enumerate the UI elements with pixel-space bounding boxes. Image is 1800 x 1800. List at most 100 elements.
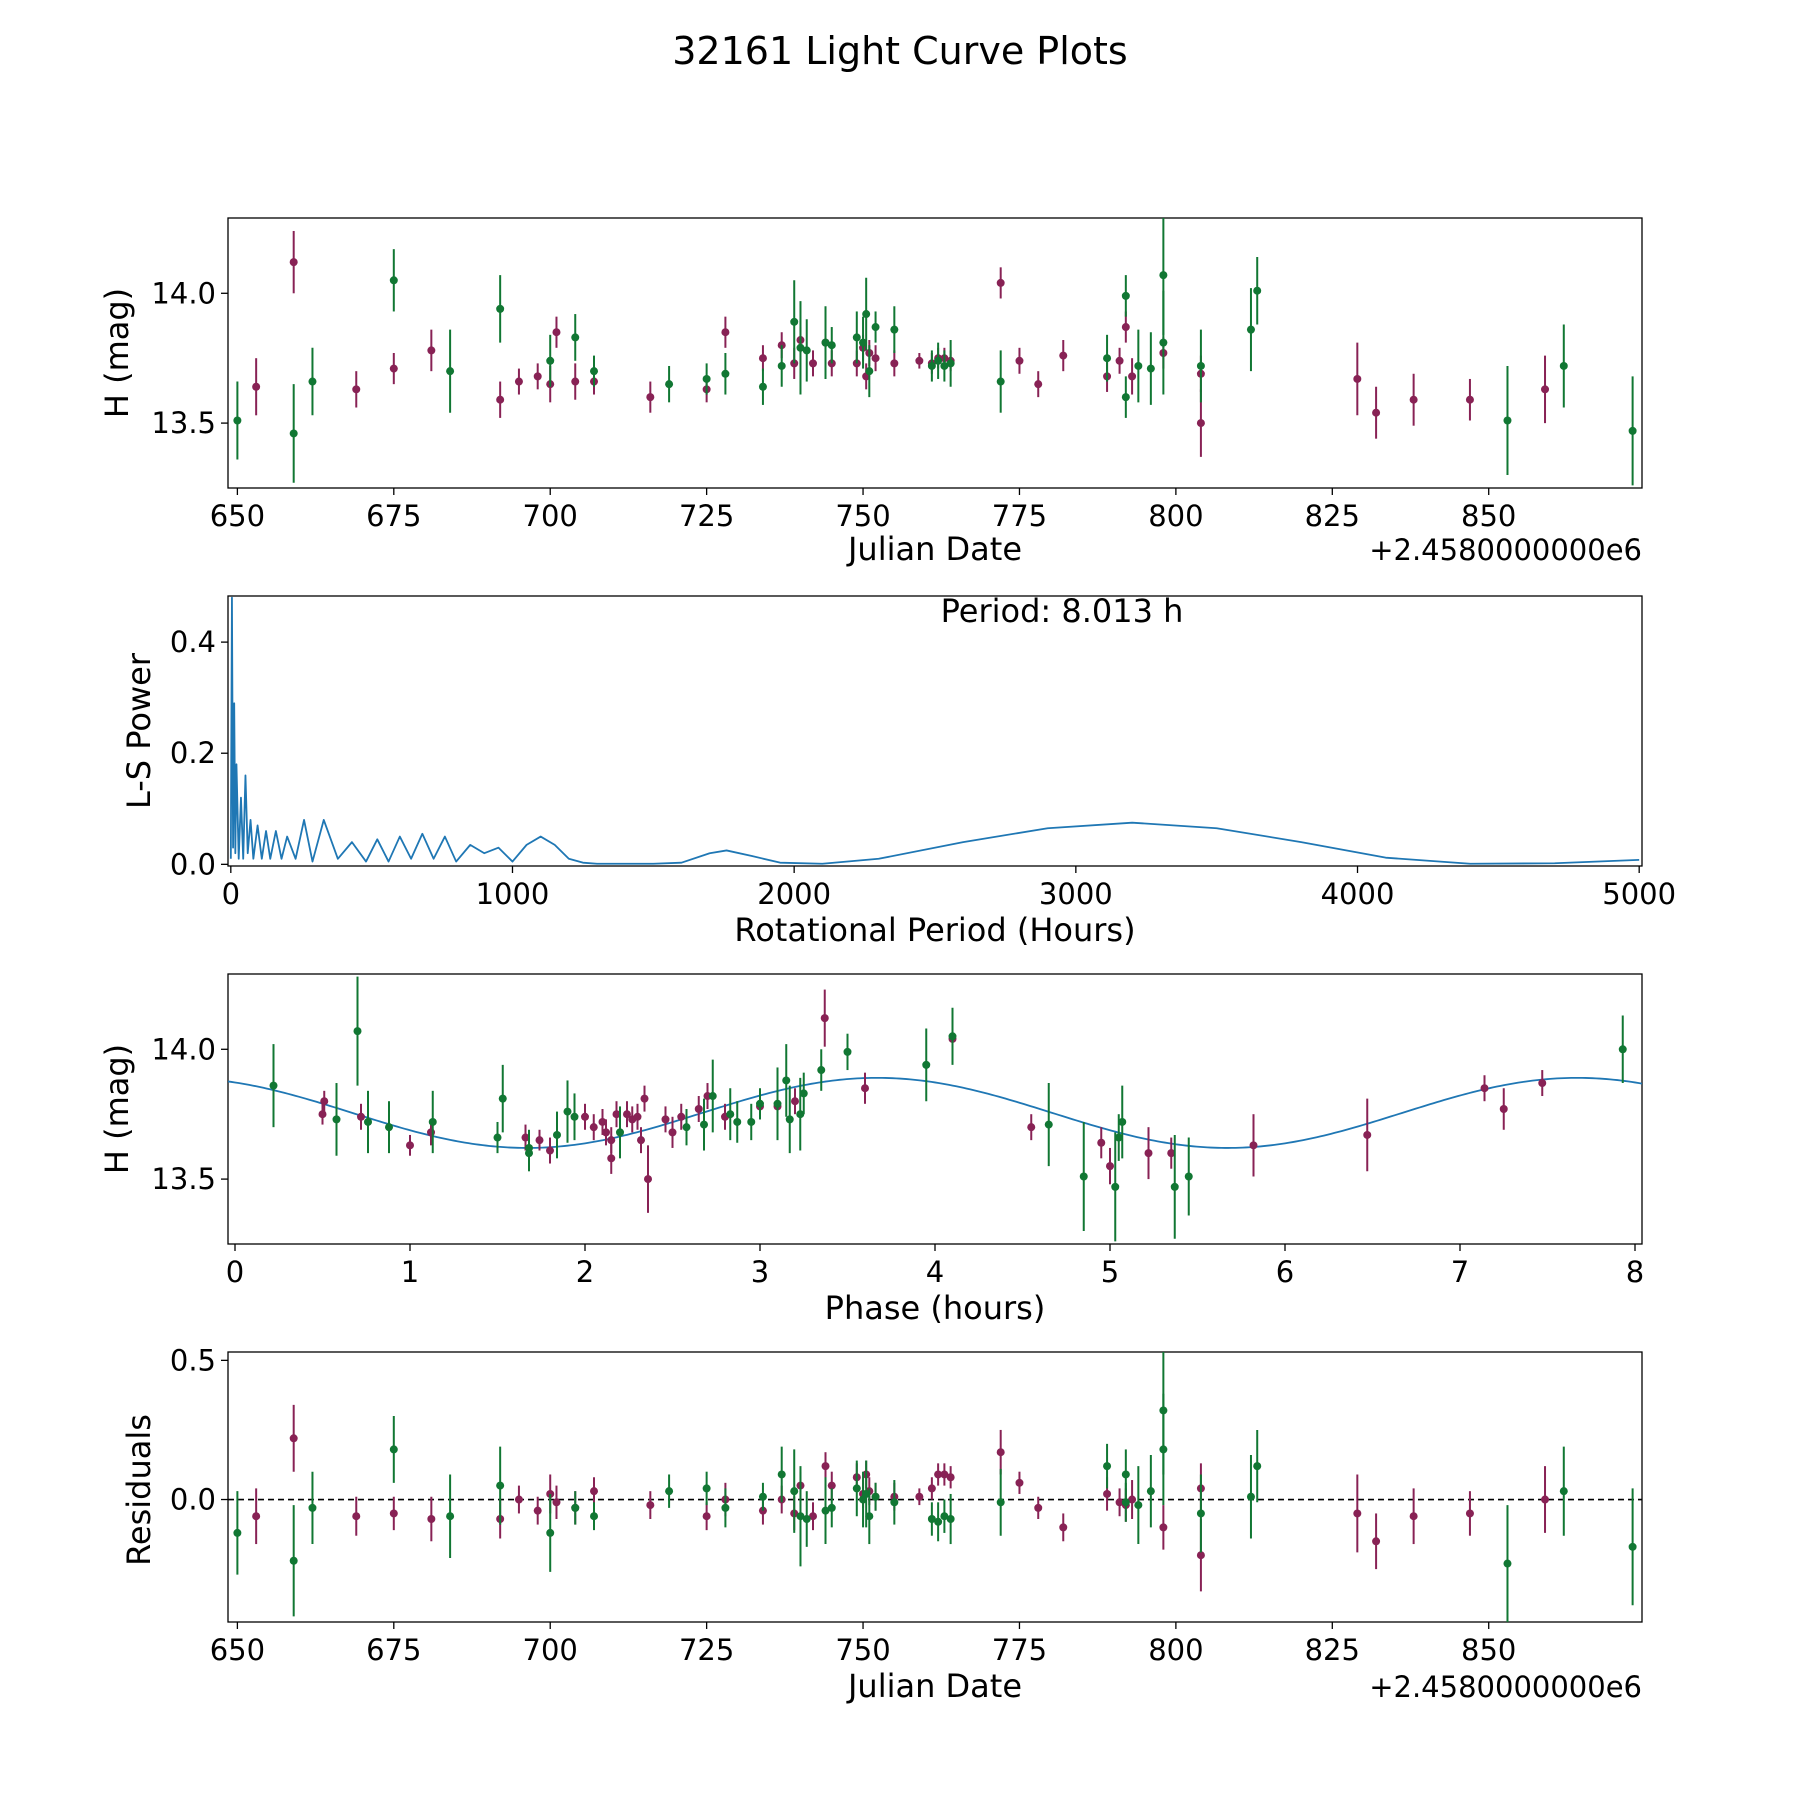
series_a-point [1538, 1079, 1547, 1088]
series_a-point [1103, 1489, 1112, 1498]
series_b-point [721, 1503, 730, 1512]
p2-xtick-label: 2000 [757, 877, 831, 911]
series_a-point [357, 1112, 365, 1121]
series_b-point [940, 1512, 949, 1521]
series_a-point [514, 377, 523, 386]
series_b-point [859, 338, 868, 347]
p3-ytick-label: 14.0 [151, 1032, 216, 1066]
series_b-point [790, 317, 799, 326]
series_a-point [808, 359, 817, 368]
panel-phased-data [228, 976, 1642, 1242]
series_a-point [1027, 1123, 1036, 1132]
series_a-point [1196, 419, 1205, 428]
series_b-point [616, 1128, 624, 1137]
panel-light-curve-frame [227, 217, 1643, 489]
series_a-point [861, 1084, 869, 1093]
p1-xtick-label: 750 [835, 499, 890, 533]
series_a-point [646, 1501, 655, 1510]
p2-ytick-label: 0.4 [170, 625, 216, 659]
series_a-point [644, 1175, 652, 1184]
series_b-point [1114, 1133, 1123, 1142]
series_b-point [871, 323, 880, 332]
p2-xtick-label: 5000 [1602, 877, 1676, 911]
series_b-point [996, 377, 1005, 386]
series_a-point [546, 1146, 554, 1155]
series_b-point [777, 361, 786, 370]
panel-residuals-data [228, 1352, 1642, 1622]
series_b-point [496, 1481, 505, 1490]
series_a-point [668, 1128, 677, 1137]
series_a-point [1034, 1503, 1043, 1512]
series_a-point [791, 1097, 799, 1106]
series_b-point [927, 361, 936, 370]
series_b-point [269, 1081, 278, 1090]
p3-xtick-label: 7 [1451, 1255, 1469, 1289]
series_b-point [940, 361, 949, 370]
p4-xtick-label: 800 [1148, 1633, 1203, 1667]
series_b-point [773, 1099, 782, 1108]
series_a-point [1465, 395, 1474, 404]
series_b-point [1044, 1120, 1053, 1129]
series_b-point [934, 1517, 943, 1526]
panel-periodogram-frame [227, 595, 1643, 867]
series_a-point [289, 258, 298, 267]
series_a-point [637, 1136, 645, 1145]
panel-phased-ticks: 0 1 2 3 4 5 6 7 8 13.5 14.0 [151, 1032, 1644, 1289]
panel-phased: 0 1 2 3 4 5 6 7 8 13.5 14.0 Phase (hours) H (mag) [98, 973, 1644, 1327]
series_a-point [427, 1128, 435, 1137]
p4-xtick-label: 700 [523, 1633, 578, 1667]
series_a-point [352, 385, 361, 394]
p2-xtick-label: 1000 [476, 877, 550, 911]
series_b-point [796, 1110, 805, 1119]
p4-offset-label: +2.4580000000e6 [1369, 1670, 1642, 1704]
series_b-point [1246, 1492, 1255, 1501]
p4-ytick-label: 0.5 [170, 1343, 216, 1377]
series_a-point [552, 328, 561, 337]
series_b-point [682, 1123, 691, 1132]
p1-plot-area [233, 218, 1637, 486]
series_b-point [758, 382, 767, 391]
series_b-point [821, 1506, 830, 1515]
series_b-point [389, 1445, 398, 1454]
series_b-point [590, 1512, 599, 1521]
series_a-point [661, 1115, 670, 1124]
series_a-point [318, 1110, 327, 1119]
p1-ylabel: H (mag) [98, 288, 136, 418]
p4-xtick-label: 725 [679, 1633, 734, 1667]
series_b-point [1253, 286, 1262, 295]
series_a-point [623, 1110, 631, 1119]
series_b-point [1134, 361, 1143, 370]
series_b-point [571, 1503, 580, 1512]
series_b-point [553, 1130, 561, 1139]
panel-periodogram-ticks: 0 1000 2000 3000 4000 5000 0.0 0.2 0.4 [170, 625, 1676, 911]
series_b-point [308, 1503, 317, 1512]
series_b-point [1503, 416, 1512, 425]
series_a-point [1059, 1523, 1068, 1532]
series_a-point [590, 1487, 599, 1496]
series_b-point [1196, 361, 1205, 370]
series_b-point [721, 369, 730, 378]
p4-xtick-label: 650 [210, 1633, 265, 1667]
series_a-point [427, 1515, 436, 1524]
series_a-point [535, 1136, 544, 1145]
series_b-point [890, 325, 899, 334]
series_a-point [1167, 1149, 1176, 1158]
series_b-point [702, 374, 711, 383]
series_b-point [289, 429, 298, 438]
series_b-point [1196, 1509, 1205, 1518]
series_b-point [1559, 361, 1568, 370]
series_b-point [871, 1492, 880, 1501]
series_a-point [581, 1112, 589, 1121]
p3-xtick-label: 6 [1276, 1255, 1294, 1289]
panel-periodogram: 0 1000 2000 3000 4000 5000 0.0 0.2 0.4 Period: 8… [120, 592, 1676, 949]
series_b-point [758, 1492, 767, 1501]
p4-plot-area [228, 1352, 1642, 1622]
series_b-point [852, 1484, 861, 1493]
series_b-point [821, 338, 830, 347]
series_a-point [1128, 1495, 1137, 1504]
series_b-point [922, 1060, 931, 1069]
series_b-point [546, 356, 555, 365]
series_a-point [1106, 1162, 1114, 1171]
series_a-point [602, 1128, 610, 1137]
series_b-point [493, 1133, 502, 1142]
